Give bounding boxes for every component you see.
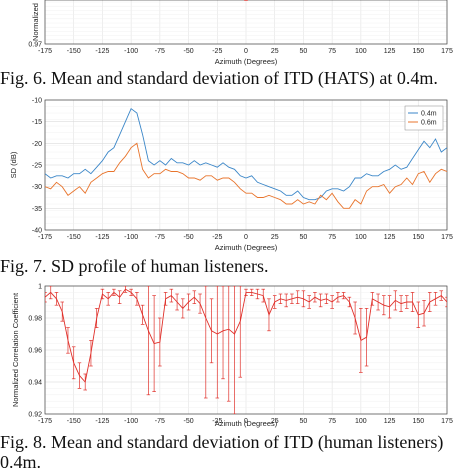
x-tick-label: 50 (300, 48, 308, 55)
x-tick-label: 175 (441, 418, 453, 425)
axes-frame (44, 99, 448, 231)
x-tick-label: 25 (271, 234, 279, 241)
x-tick-label: -175 (38, 48, 52, 55)
fig8-caption-line2: 0.4m. (0, 452, 42, 469)
x-tick-label: -50 (184, 48, 194, 55)
x-tick-label: 75 (328, 234, 336, 241)
x-axis-label: Azimuth (Degrees) (215, 57, 278, 66)
series-line-0.4m (45, 108, 447, 201)
x-tick-label: 150 (412, 418, 424, 425)
y-tick-label: 0.96 (28, 348, 42, 355)
fig7-chart: -175 -150 -125 -100 -75 -50 -25 0 25 50 75 100 125 15… (9, 98, 453, 253)
legend: 0.4m 0.6m (404, 105, 444, 131)
fig6-chart-panel: -175 -150 -125 -100 -75 -50 -25 0 25 50 75 100 125 15… (0, 0, 474, 70)
x-tick-label: -25 (212, 418, 222, 425)
x-tick-label: 100 (355, 234, 367, 241)
x-tick-label: 50 (300, 418, 308, 425)
x-tick-label: 75 (328, 418, 336, 425)
x-tick-label: 0 (244, 234, 248, 241)
y-tick-label: -40 (32, 228, 42, 235)
x-tick-label: 150 (412, 48, 424, 55)
x-tick-label: 175 (441, 234, 453, 241)
x-tick-label: 0 (244, 48, 248, 55)
y-tick-label: -25 (32, 163, 42, 170)
x-tick-label: 25 (271, 418, 279, 425)
y-tick-label: -20 (32, 141, 42, 148)
fig8-chart: -175 -150 -125 -100 -75 -50 -25 0 25 50 75 100 125 15… (11, 284, 453, 429)
x-tick-label: 100 (355, 418, 367, 425)
x-tick-label: 125 (384, 48, 396, 55)
x-tick-label: -175 (38, 234, 52, 241)
x-tick-label: -125 (95, 48, 109, 55)
legend-label: 0.4m (421, 111, 437, 118)
y-tick-label: 1 (38, 284, 42, 291)
y-tick-label: -15 (32, 119, 42, 126)
y-tick-label: 0.97 (28, 42, 42, 49)
x-tick-label: -25 (212, 234, 222, 241)
x-tick-label: -125 (95, 418, 109, 425)
fig7-chart-panel: -175 -150 -125 -100 -75 -50 -25 0 25 50 75 100 125 15… (0, 96, 474, 256)
x-tick-label: 100 (355, 48, 367, 55)
y-axis-label: Normalized (31, 3, 40, 41)
x-tick-label: 150 (412, 234, 424, 241)
y-tick-label: 0.92 (28, 412, 42, 419)
x-tick-label: 0 (244, 418, 248, 425)
x-tick-label: 125 (384, 418, 396, 425)
fig8-caption-line1: Fig. 8. Mean and standard deviation of I… (0, 432, 444, 452)
series-line-0.6m (45, 142, 447, 209)
x-tick-label: 50 (300, 234, 308, 241)
axes-frame (44, 0, 448, 45)
x-tick-label: -75 (155, 234, 165, 241)
x-tick-label: -100 (124, 234, 138, 241)
series-group (45, 286, 447, 414)
y-tick-label: -35 (32, 206, 42, 213)
x-tick-label: -75 (155, 48, 165, 55)
legend-box (404, 105, 444, 131)
fig6-caption: Fig. 6. Mean and standard deviation of I… (0, 68, 438, 88)
x-tick-label: -50 (184, 418, 194, 425)
y-tick-label: -10 (32, 98, 42, 105)
x-tick-label: -150 (67, 418, 81, 425)
x-tick-label: -100 (124, 48, 138, 55)
y-tick-label: -30 (32, 184, 42, 191)
x-tick-label: -100 (124, 418, 138, 425)
x-tick-label: -50 (184, 234, 194, 241)
legend-label: 0.6m (421, 120, 437, 127)
x-tick-label: -75 (155, 418, 165, 425)
series-group (45, 108, 447, 209)
y-axis-label: SD (dB) (9, 151, 18, 178)
x-tick-label: -150 (67, 48, 81, 55)
grid (44, 99, 448, 231)
x-axis-label: Azimuth (Degrees) (215, 419, 278, 428)
x-tick-label: -125 (95, 234, 109, 241)
x-tick-label: 175 (441, 48, 453, 55)
axes-frame (44, 285, 448, 415)
fig6-chart: -175 -150 -125 -100 -75 -50 -25 0 25 50 75 100 125 15… (28, 0, 453, 66)
y-tick-label: 0.98 (28, 316, 42, 323)
x-tick-label: -175 (38, 418, 52, 425)
grid (44, 285, 448, 415)
x-tick-label: -150 (67, 234, 81, 241)
x-axis-label: Azimuth (Degrees) (215, 243, 278, 252)
x-tick-label: 125 (384, 234, 396, 241)
x-tick-label: 25 (271, 48, 279, 55)
fig8-chart-panel: -175 -150 -125 -100 -75 -50 -25 0 25 50 75 100 125 15… (0, 280, 474, 429)
grid (44, 0, 448, 45)
fig7-caption: Fig. 7. SD profile of human listeners. (0, 256, 269, 276)
y-tick-label: 0.94 (28, 380, 42, 387)
x-tick-label: -25 (212, 48, 222, 55)
x-tick-label: 75 (328, 48, 336, 55)
y-axis-label: Normalized Correlation Coefficient (11, 292, 20, 407)
